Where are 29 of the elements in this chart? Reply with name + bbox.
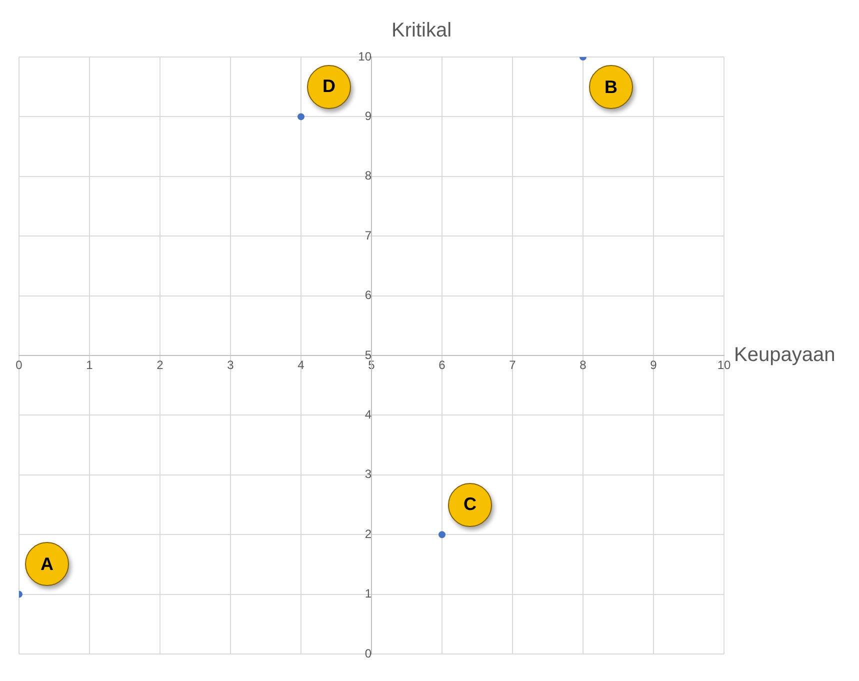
point bbox=[438, 531, 446, 538]
y-tick-label: 3 bbox=[364, 467, 372, 482]
y-tick-label: 10 bbox=[358, 49, 372, 64]
x-tick-label: 6 bbox=[438, 358, 446, 372]
y-tick-label: 1 bbox=[364, 586, 372, 601]
point bbox=[298, 113, 304, 120]
y-tick-label: 0 bbox=[364, 646, 372, 660]
y-tick-label: 5 bbox=[364, 348, 372, 362]
x-axis-title: Keupayaan bbox=[734, 344, 836, 366]
x-tick-label: 8 bbox=[580, 358, 587, 372]
y-tick-label: 6 bbox=[364, 288, 372, 302]
y-tick-label: 7 bbox=[364, 228, 372, 242]
y-axis-title: Kritikal bbox=[391, 20, 452, 42]
x-tick-label: 4 bbox=[298, 358, 305, 372]
x-tick-label: 2 bbox=[156, 358, 164, 372]
annotation: C bbox=[448, 482, 492, 527]
x-tick-label: 9 bbox=[650, 358, 658, 372]
x-tick-label: 7 bbox=[509, 358, 516, 372]
y-tick-label: 4 bbox=[364, 408, 372, 422]
y-tick-label: 9 bbox=[364, 109, 372, 124]
x-tick-label: 3 bbox=[227, 358, 234, 372]
annotation: A bbox=[25, 542, 69, 586]
x-tick-label: 0 bbox=[16, 358, 23, 372]
x-tick-label: 10 bbox=[717, 358, 731, 372]
annotation: D bbox=[307, 64, 351, 109]
y-tick-label: 8 bbox=[364, 168, 372, 183]
y-tick-label: 2 bbox=[364, 526, 372, 541]
annotation: B bbox=[589, 65, 633, 109]
x-tick-label: 1 bbox=[86, 358, 94, 372]
